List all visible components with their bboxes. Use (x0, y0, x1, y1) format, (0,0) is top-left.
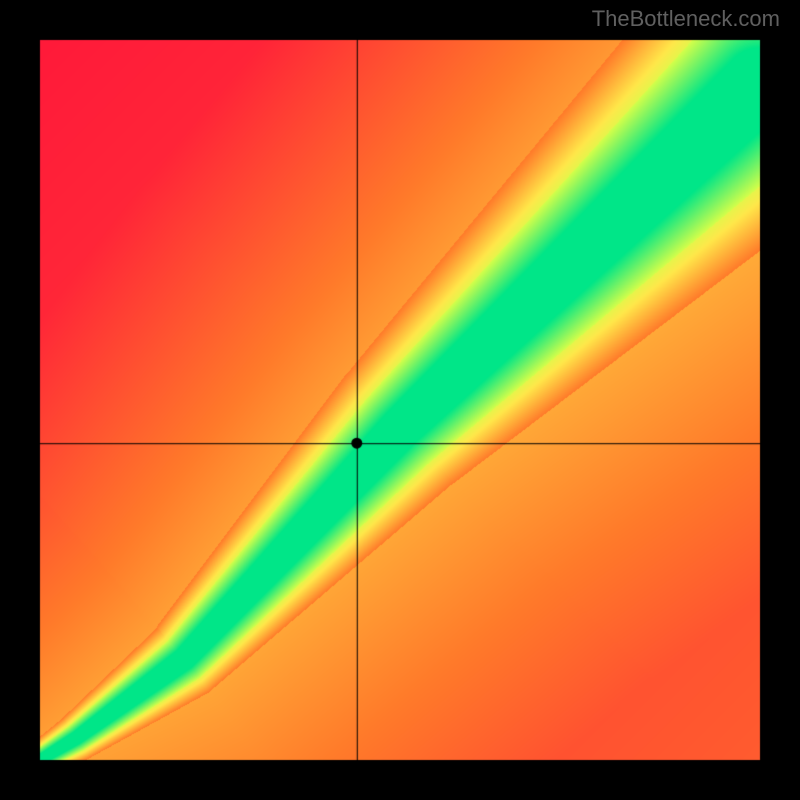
watermark-text: TheBottleneck.com (592, 6, 780, 32)
chart-container: TheBottleneck.com (0, 0, 800, 800)
heatmap-canvas (0, 0, 800, 800)
